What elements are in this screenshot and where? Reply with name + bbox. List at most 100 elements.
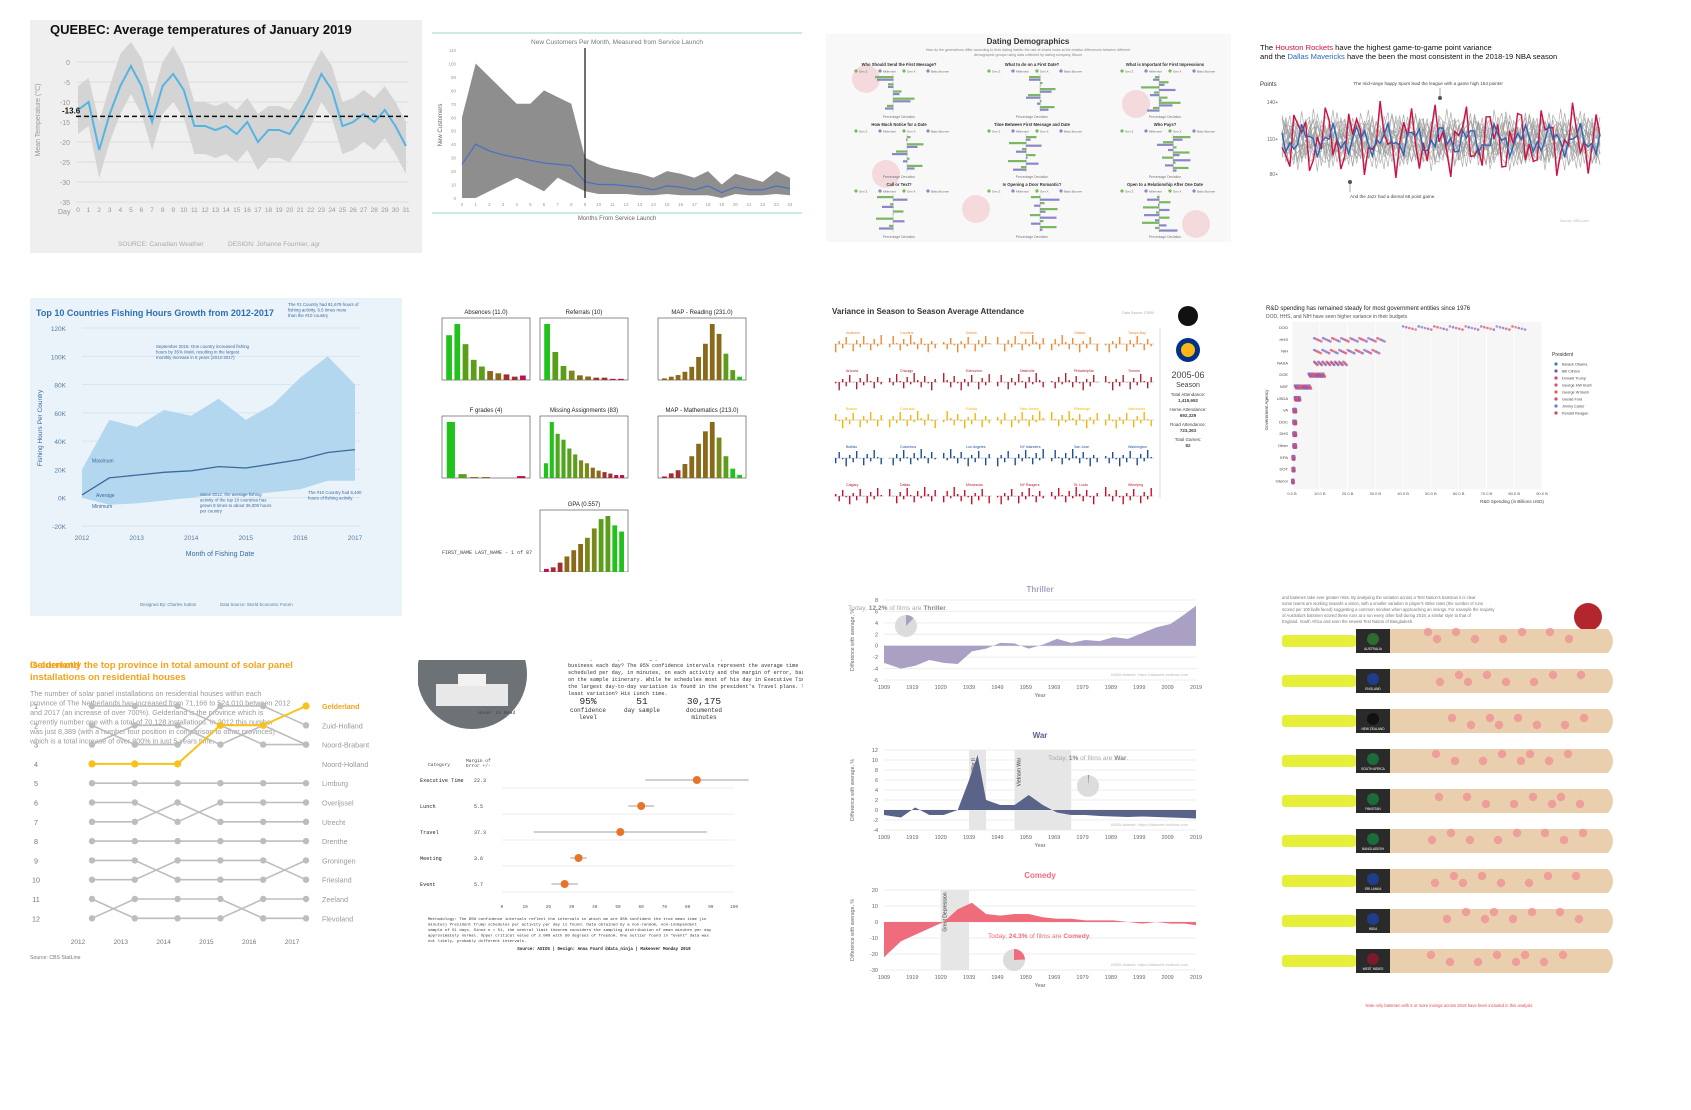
- strike-rate-dot: [1564, 634, 1574, 644]
- team-label: Florida: [966, 407, 977, 411]
- team-label: Columbus: [900, 445, 916, 449]
- attendance-bar: [1007, 382, 1009, 390]
- data-point: [1377, 337, 1381, 341]
- y-tick-label: 10: [872, 904, 878, 910]
- attendance-bar: [845, 458, 847, 467]
- x-tick-label: 1959: [1020, 975, 1032, 981]
- bat-blade: [1356, 629, 1613, 653]
- bar-purple: [1016, 150, 1027, 153]
- attendance-bar: [988, 454, 990, 459]
- bar-green: [1173, 136, 1191, 139]
- bar: [619, 531, 624, 572]
- note-part: War: [1114, 755, 1127, 762]
- attendance-bar: [1011, 420, 1013, 428]
- attendance-bar: [971, 496, 973, 505]
- data-point: [1514, 325, 1517, 329]
- attendance-bar: [1096, 413, 1098, 421]
- x-tick-label: 2: [488, 202, 491, 207]
- attendance-bar: [1105, 456, 1107, 459]
- x-tick-label: 1909: [878, 975, 890, 981]
- attendance-bar: [838, 382, 840, 391]
- season-summary-road: 723,363: [1180, 428, 1197, 433]
- bar-green: [888, 83, 894, 86]
- team-label: Edmonton: [966, 369, 982, 373]
- bar: [446, 422, 455, 478]
- bar-green: [889, 224, 894, 227]
- bar-green: [1031, 196, 1041, 199]
- attendance-bar: [1115, 490, 1117, 497]
- bar: [495, 373, 502, 380]
- province-point: [174, 895, 181, 903]
- attendance-bar: [906, 457, 908, 459]
- bar: [709, 422, 715, 478]
- attendance-bar: [870, 381, 872, 383]
- attendance-bar: [1126, 458, 1128, 463]
- province-point: [217, 915, 224, 922]
- attendance-bar: [873, 339, 875, 345]
- province-point: [260, 857, 267, 864]
- attendance-bar: [1133, 420, 1135, 428]
- bat-grip: [1282, 875, 1356, 887]
- data-point: [1322, 362, 1326, 365]
- rank-label: 10: [32, 876, 40, 885]
- attendance-bar: [978, 382, 980, 390]
- attendance-bar: [892, 382, 894, 386]
- legend-swatch: [854, 69, 858, 73]
- data-point: [1470, 326, 1474, 330]
- team-line: [1281, 112, 1601, 168]
- province-label: Zuid-Holland: [322, 721, 363, 730]
- team-label: Buffalo: [846, 445, 857, 449]
- sabres-logo-inner: [1181, 343, 1195, 357]
- bar-green: [1173, 166, 1189, 170]
- attendance-bar: [1147, 450, 1149, 459]
- season-summary-games: 82: [1185, 443, 1191, 448]
- province-point: [88, 741, 96, 748]
- attendance-bar: [1018, 343, 1020, 345]
- attendance-bar: [1061, 415, 1063, 421]
- x-tick-label: 30.0 B: [1370, 491, 1382, 496]
- team-label: Chicago: [900, 369, 913, 373]
- attendance-bar: [1115, 344, 1117, 349]
- y-tick-label: -5: [64, 80, 70, 87]
- x-tick-label: 19: [275, 207, 283, 214]
- attendance-bar: [1028, 457, 1030, 459]
- x-tick-label: 1909: [878, 835, 890, 841]
- x-tick-label: 1989: [1105, 835, 1117, 841]
- attendance-bar: [1061, 335, 1063, 345]
- data-point: [1320, 363, 1324, 367]
- strike-rate-dot: [1520, 950, 1530, 960]
- legend-label: Gen X: [1173, 130, 1182, 134]
- province-label: Drenthe: [322, 837, 348, 846]
- attendance-bar: [1028, 377, 1030, 383]
- bar-purple: [1026, 162, 1039, 165]
- attendance-bar: [943, 496, 945, 503]
- bar: [585, 537, 590, 572]
- x-tick-label: 24: [328, 207, 336, 214]
- attendance-bar: [1068, 458, 1070, 461]
- new-customers-chart: New Customers Per Month, Measured from S…: [432, 30, 802, 235]
- strike-rate-dot: [1481, 799, 1491, 809]
- team-label: Tampa Bay: [1128, 331, 1146, 335]
- dataset-credit: IMDB dataset: https://datasets.imdbws.co…: [1111, 672, 1189, 677]
- bat-grip: [1282, 755, 1356, 767]
- attendance-bar: [950, 449, 952, 459]
- province-point: [217, 876, 224, 883]
- y-tick-label: 4: [875, 621, 878, 627]
- attendance-bar: [1122, 496, 1124, 505]
- strike-rate-dot: [1427, 835, 1437, 845]
- column-header-category: Category: [428, 762, 450, 768]
- data-point: [1314, 374, 1318, 378]
- data-point: [1292, 421, 1295, 425]
- strike-rate-dot: [1423, 627, 1433, 637]
- y-tick-label: 100K: [51, 354, 67, 361]
- genre-note: Today, 12.2% of films are Thriller.: [848, 605, 948, 612]
- bar-purple: [1159, 224, 1167, 227]
- legend-swatch: [1554, 390, 1558, 394]
- province-point: [174, 702, 181, 710]
- attendance-bar: [896, 496, 898, 504]
- attendance-bar: [1051, 492, 1053, 497]
- attendance-bar: [943, 453, 945, 459]
- attendance-bar: [953, 420, 955, 426]
- attendance-bar: [927, 414, 929, 421]
- bar-purple: [1040, 210, 1046, 213]
